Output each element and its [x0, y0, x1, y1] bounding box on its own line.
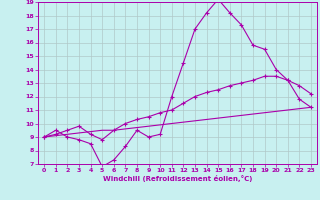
X-axis label: Windchill (Refroidissement éolien,°C): Windchill (Refroidissement éolien,°C) — [103, 175, 252, 182]
